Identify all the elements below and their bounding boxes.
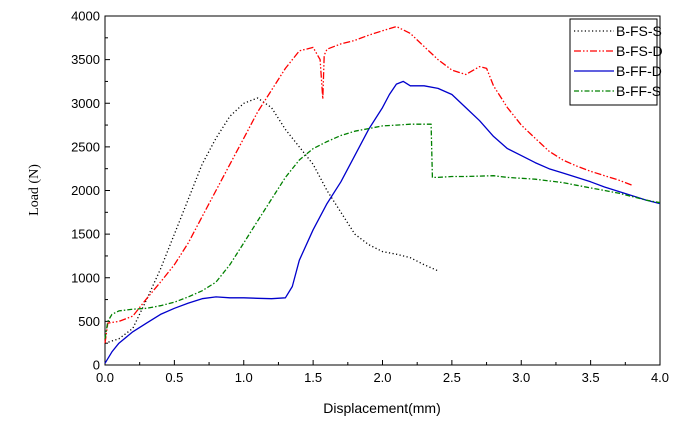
x-axis-title: Displacement(mm) bbox=[323, 400, 440, 416]
x-tick-label: 2.5 bbox=[443, 370, 461, 385]
x-tick-label: 1.0 bbox=[235, 370, 253, 385]
legend-label: B-FF-S bbox=[616, 83, 661, 99]
y-tick-label: 3000 bbox=[71, 96, 100, 111]
legend-label: B-FS-D bbox=[616, 43, 663, 59]
y-tick-label: 1500 bbox=[71, 227, 100, 242]
legend: B-FS-S B-FS-D B-FF-D B-FF-S bbox=[569, 18, 663, 106]
y-tick-label: 500 bbox=[78, 314, 100, 329]
y-tick-label: 2500 bbox=[71, 139, 100, 154]
series-line-b-fs-s bbox=[104, 97, 439, 344]
x-tick-label: 0.5 bbox=[165, 370, 183, 385]
series-line-b-ff-s bbox=[104, 123, 661, 339]
y-axis-ticks: 0 500 1000 1500 2000 2500 3000 3500 4000 bbox=[71, 9, 110, 373]
y-tick-label: 0 bbox=[93, 358, 100, 373]
y-axis-title: Load (N) bbox=[27, 164, 42, 216]
legend-label: B-FF-D bbox=[616, 63, 662, 79]
x-tick-label: 0.0 bbox=[96, 370, 114, 385]
x-tick-label: 3.5 bbox=[582, 370, 600, 385]
x-tick-label: 2.0 bbox=[373, 370, 391, 385]
series-lines bbox=[104, 25, 661, 364]
y-tick-label: 4000 bbox=[71, 9, 100, 24]
x-axis-ticks: 0.0 0.5 1.0 1.5 2.0 2.5 3.0 3.5 4.0 bbox=[96, 360, 669, 385]
series-line-b-ff-d bbox=[104, 80, 661, 364]
x-tick-label: 1.5 bbox=[304, 370, 322, 385]
x-tick-label: 3.0 bbox=[512, 370, 530, 385]
x-tick-label: 4.0 bbox=[651, 370, 669, 385]
legend-label: B-FS-S bbox=[616, 23, 662, 39]
y-tick-label: 3500 bbox=[71, 52, 100, 67]
series-line-b-fs-d bbox=[104, 25, 633, 344]
y-tick-label: 2000 bbox=[71, 183, 100, 198]
y-tick-label: 1000 bbox=[71, 270, 100, 285]
